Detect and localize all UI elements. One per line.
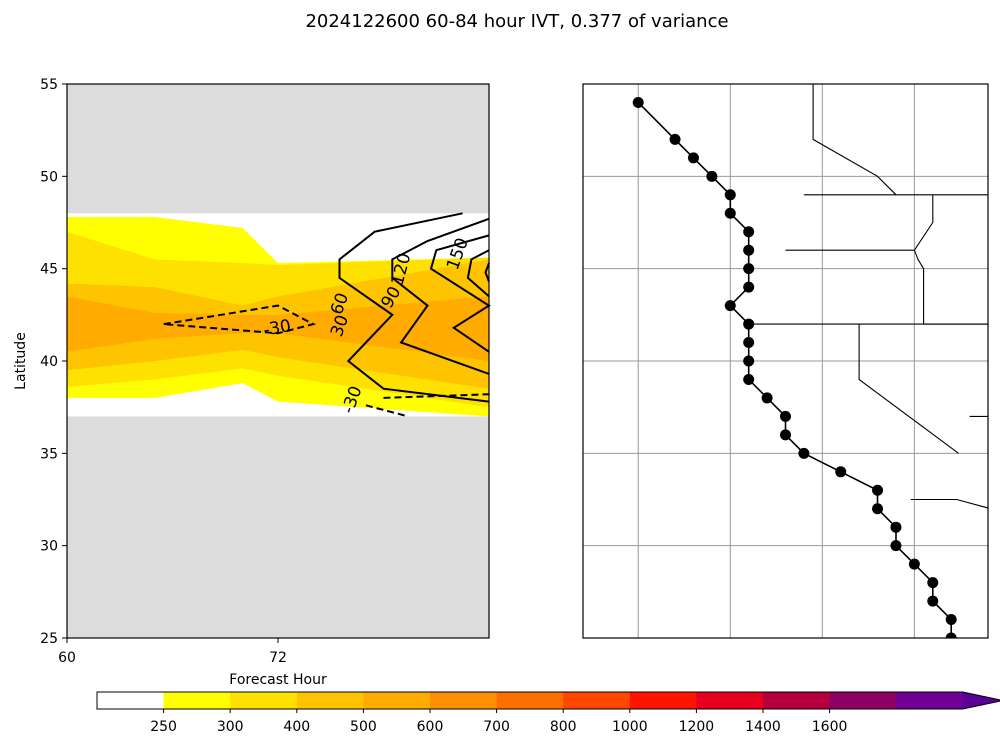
coastal-point bbox=[724, 300, 736, 312]
contour-line-30 bbox=[338, 212, 490, 403]
colorbar-tick-label: 400 bbox=[283, 719, 310, 735]
y-tick-label: 35 bbox=[40, 446, 58, 462]
coastal-point bbox=[798, 447, 810, 459]
colorbar-segment bbox=[496, 692, 564, 709]
map-gridlines bbox=[583, 84, 988, 638]
colorbar-segment bbox=[763, 692, 831, 709]
contour-line-60 bbox=[391, 217, 490, 375]
y-tick-label: 55 bbox=[40, 77, 58, 93]
colorbar-outline bbox=[96, 691, 1000, 710]
y-tick-label: 30 bbox=[40, 539, 58, 555]
colorbar-tick-label: 700 bbox=[483, 719, 510, 735]
contour-line-150 bbox=[484, 262, 490, 282]
coastal-point bbox=[872, 484, 884, 496]
contour-line-neg30 bbox=[163, 304, 316, 335]
coastal-point bbox=[872, 503, 884, 515]
coastal-point bbox=[724, 189, 736, 201]
coastal-point bbox=[780, 410, 791, 422]
coastal-point bbox=[743, 281, 755, 293]
y-tick-label: 45 bbox=[40, 262, 58, 278]
colorbar-tick-label: 800 bbox=[550, 719, 577, 735]
border-or-wa-id bbox=[785, 249, 988, 325]
coastline bbox=[637, 101, 952, 638]
colorbar-tick-label: 1000 bbox=[612, 719, 648, 735]
x-axis-label: Forecast Hour bbox=[229, 672, 327, 688]
colorbar-tick-label: 250 bbox=[150, 719, 177, 735]
colorbar-segment bbox=[296, 692, 364, 709]
colorbar-segment bbox=[563, 692, 631, 709]
coastal-point bbox=[945, 632, 957, 638]
border-us-mexico bbox=[910, 498, 988, 509]
coastal-point bbox=[743, 355, 755, 367]
coastal-point bbox=[669, 133, 681, 145]
colorbar-extend-arrow bbox=[962, 692, 1000, 709]
colorbar-tick-label: 600 bbox=[417, 719, 444, 735]
y-tick-label: 50 bbox=[40, 169, 58, 185]
coastal-point bbox=[945, 614, 957, 626]
west-coast-map-panel bbox=[582, 83, 989, 639]
contour-line-neg30 bbox=[365, 404, 409, 418]
coastal-points bbox=[632, 96, 957, 638]
contour-line-90 bbox=[429, 234, 491, 353]
coastal-point bbox=[890, 521, 902, 533]
coastal-point bbox=[743, 226, 755, 238]
border-bc-inland bbox=[812, 84, 897, 196]
left-axis-ticks: 25 30 35 40 45 50 55 60 72 bbox=[40, 77, 287, 666]
map-frame bbox=[582, 83, 989, 639]
coastal-point bbox=[743, 263, 755, 275]
x-tick-label: 60 bbox=[58, 650, 76, 666]
coastal-point bbox=[927, 595, 939, 607]
figure-title: 2024122600 60-84 hour IVT, 0.377 of vari… bbox=[305, 11, 728, 32]
coastal-point bbox=[890, 540, 902, 552]
coastal-point bbox=[908, 558, 920, 570]
coastal-point bbox=[743, 318, 755, 330]
y-axis-label: Latitude bbox=[13, 332, 29, 390]
colorbar-segment bbox=[230, 692, 298, 709]
colorbar-segment bbox=[896, 692, 964, 709]
colorbar-tick-label: 500 bbox=[350, 719, 377, 735]
colorbar-segment bbox=[363, 692, 431, 709]
colorbar-segment bbox=[629, 692, 697, 709]
colorbar-segment bbox=[696, 692, 764, 709]
coastal-point bbox=[835, 466, 847, 478]
colorbar-segment bbox=[97, 692, 165, 709]
coastal-point bbox=[743, 373, 755, 385]
coastal-point bbox=[780, 429, 791, 441]
colorbar-segment bbox=[163, 692, 231, 709]
contour-line-120 bbox=[466, 249, 490, 298]
coastal-point bbox=[927, 577, 939, 589]
colorbar-tick-label: 1600 bbox=[812, 719, 848, 735]
coastal-point bbox=[632, 96, 644, 108]
border-idaho bbox=[913, 194, 934, 251]
colorbar-tick-label: 300 bbox=[217, 719, 244, 735]
coastal-point bbox=[743, 337, 755, 349]
colorbar-segment bbox=[829, 692, 897, 709]
colorbar-tick-label: 1400 bbox=[745, 719, 781, 735]
colorbar-tick-label: 1200 bbox=[679, 719, 715, 735]
ivt-colorbar: 250 300 400 500 600 700 800 1000 1200 1400 1600 bbox=[96, 691, 1000, 735]
coastal-point bbox=[706, 170, 718, 182]
colorbar-segment bbox=[430, 692, 498, 709]
ivt-filled-contours bbox=[67, 84, 489, 638]
coastal-point bbox=[743, 244, 755, 256]
ivt-fill-level-500-600 bbox=[67, 296, 489, 361]
y-tick-label: 25 bbox=[40, 631, 58, 647]
contour-label: -30 bbox=[262, 316, 293, 341]
state-borders bbox=[748, 84, 988, 509]
coastal-point bbox=[724, 207, 736, 219]
y-tick-label: 40 bbox=[40, 354, 58, 370]
coastal-point bbox=[761, 392, 773, 404]
anomaly-contour-lines bbox=[163, 212, 491, 418]
contour-line-neg30 bbox=[383, 393, 490, 399]
border-ca-nv bbox=[858, 324, 959, 454]
x-tick-label: 72 bbox=[269, 650, 287, 666]
coastal-point bbox=[687, 152, 699, 164]
